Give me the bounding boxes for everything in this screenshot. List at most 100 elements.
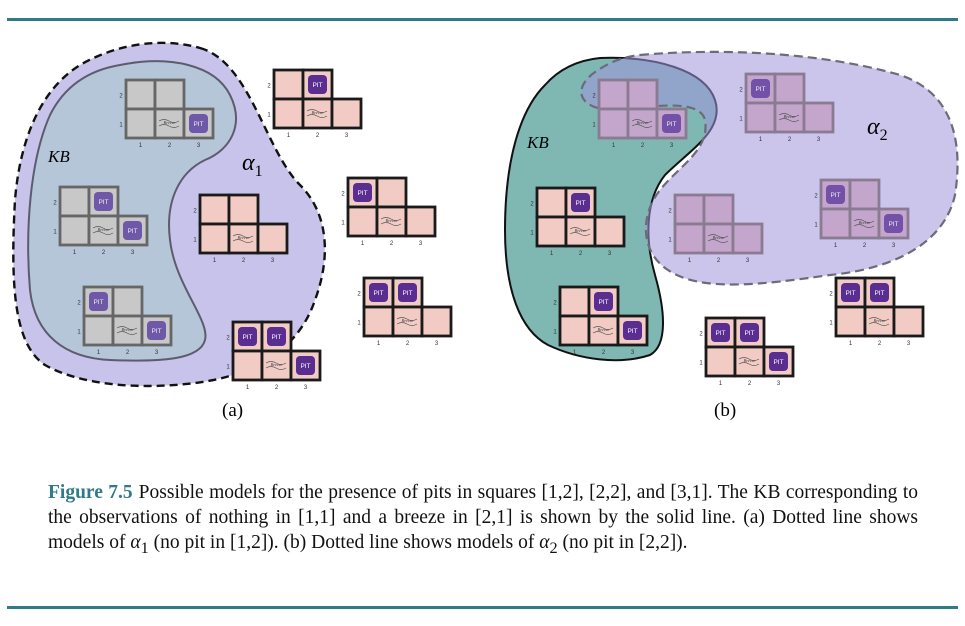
col-label-3: 3 [131, 250, 135, 256]
grid-cell-2-1 [587, 314, 620, 347]
model-grid-b-model-none: Breeze 2 1 1 2 3 [668, 193, 764, 264]
pit-label: PIT [151, 328, 161, 335]
col-label-3: 3 [419, 241, 423, 247]
col-label-3: 3 [271, 258, 275, 264]
kb-label-b: KB [526, 133, 549, 152]
grid-cell-3-1 [420, 305, 453, 338]
pit-marker [398, 283, 417, 302]
grid-cell-1-1 [704, 345, 737, 378]
grid-cell-1-2 [597, 78, 630, 111]
col-label-2: 2 [863, 243, 867, 249]
row-label-1: 1 [592, 123, 596, 129]
grid-cell-1-2 [198, 193, 231, 226]
col-label-3: 3 [155, 350, 159, 356]
col-label-1: 1 [759, 137, 763, 143]
pit-label: PIT [830, 192, 840, 199]
breeze-icon [306, 109, 328, 118]
col-label-3: 3 [197, 143, 201, 149]
model-grid-a-model-12-22-31: PIT PIT Breeze PIT 2 1 1 2 3 [226, 320, 322, 391]
grid-cell-3-1 [892, 305, 925, 338]
grid-cell-2-1 [391, 305, 424, 338]
model-grid-a-model-22: PIT Breeze 2 1 1 2 3 [267, 68, 363, 139]
row-label-2: 2 [193, 209, 197, 215]
col-label-3: 3 [670, 143, 674, 149]
grid-cell-1-1 [198, 222, 231, 255]
pit-marker [740, 323, 759, 342]
grid-cell-1-2 [673, 193, 706, 226]
pit-marker [623, 321, 642, 340]
col-label-1: 1 [97, 350, 101, 356]
breeze-label: Breeze [743, 358, 755, 363]
row-label-2: 2 [530, 202, 534, 208]
grid-cell-1-1 [834, 305, 867, 338]
pit-label: PIT [627, 328, 637, 335]
panel-b-label: (b) [714, 400, 736, 421]
breeze-label: Breeze [270, 362, 282, 367]
grid-cell-1-1 [597, 107, 630, 140]
grid-cell-1-1 [362, 305, 395, 338]
col-label-3: 3 [304, 385, 308, 391]
breeze-icon [265, 361, 287, 370]
col-label-3: 3 [777, 381, 781, 387]
col-label-2: 2 [316, 133, 320, 139]
col-label-3: 3 [435, 341, 439, 347]
row-label-2: 2 [814, 194, 818, 200]
breeze-icon [232, 234, 254, 243]
grid-cell-1-1 [535, 215, 568, 248]
pit-label: PIT [598, 299, 608, 306]
pit-marker [594, 292, 613, 311]
row-label-1: 1 [341, 221, 345, 227]
grid-cell-1-2 [58, 185, 91, 218]
col-label-2: 2 [275, 385, 279, 391]
pit-marker [308, 75, 327, 94]
bottom-rule [7, 606, 958, 609]
col-label-2: 2 [717, 258, 721, 264]
row-label-1: 1 [814, 223, 818, 229]
row-label-1: 1 [193, 238, 197, 244]
breeze-icon [853, 219, 875, 228]
col-label-2: 2 [788, 137, 792, 143]
breeze-icon [158, 119, 180, 128]
pit-label: PIT [127, 228, 137, 235]
grid-cell-2-1 [863, 305, 896, 338]
grid-cell-3-1 [140, 314, 173, 347]
col-label-3: 3 [345, 133, 349, 139]
grid-cell-1-2 [272, 68, 305, 101]
col-label-1: 1 [361, 241, 365, 247]
col-label-1: 1 [719, 381, 723, 387]
pit-marker [238, 327, 257, 346]
grid-cell-2-2 [848, 178, 881, 211]
model-grid-a-model-22-31: PIT Breeze PIT 2 1 1 2 3 [53, 185, 149, 256]
row-label-1: 1 [699, 361, 703, 367]
row-label-2: 2 [77, 301, 81, 307]
alpha1-label: α1 [242, 150, 263, 180]
breeze-icon [92, 226, 114, 235]
col-label-1: 1 [688, 258, 692, 264]
pit-label: PIT [271, 334, 281, 341]
pit-label: PIT [98, 199, 108, 206]
pit-label: PIT [666, 121, 676, 128]
row-label-1: 1 [53, 230, 57, 236]
grid-cell-1-1 [231, 349, 264, 382]
col-label-3: 3 [817, 137, 821, 143]
row-label-1: 1 [530, 231, 534, 237]
breeze-label: Breeze [597, 327, 609, 332]
caption-text-3: (no pit in [2,2]). [557, 532, 688, 553]
alpha2-label: α2 [867, 114, 888, 144]
col-label-2: 2 [579, 251, 583, 257]
grid-cell-3-1 [593, 215, 626, 248]
col-label-1: 1 [73, 250, 77, 256]
col-label-2: 2 [102, 250, 106, 256]
breeze-label: Breeze [873, 318, 885, 323]
pit-marker [711, 323, 730, 342]
pit-label: PIT [575, 200, 585, 207]
row-label-2: 2 [829, 292, 833, 298]
breeze-icon [738, 357, 760, 366]
breeze-label: Breeze [311, 110, 323, 115]
row-label-2: 2 [267, 84, 271, 90]
grid-cell-1-1 [58, 214, 91, 247]
grid-cell-3-1 [802, 101, 835, 134]
grid-cell-1-1 [346, 205, 379, 238]
grid-cell-1-1 [819, 207, 852, 240]
breeze-label: Breeze [858, 220, 870, 225]
